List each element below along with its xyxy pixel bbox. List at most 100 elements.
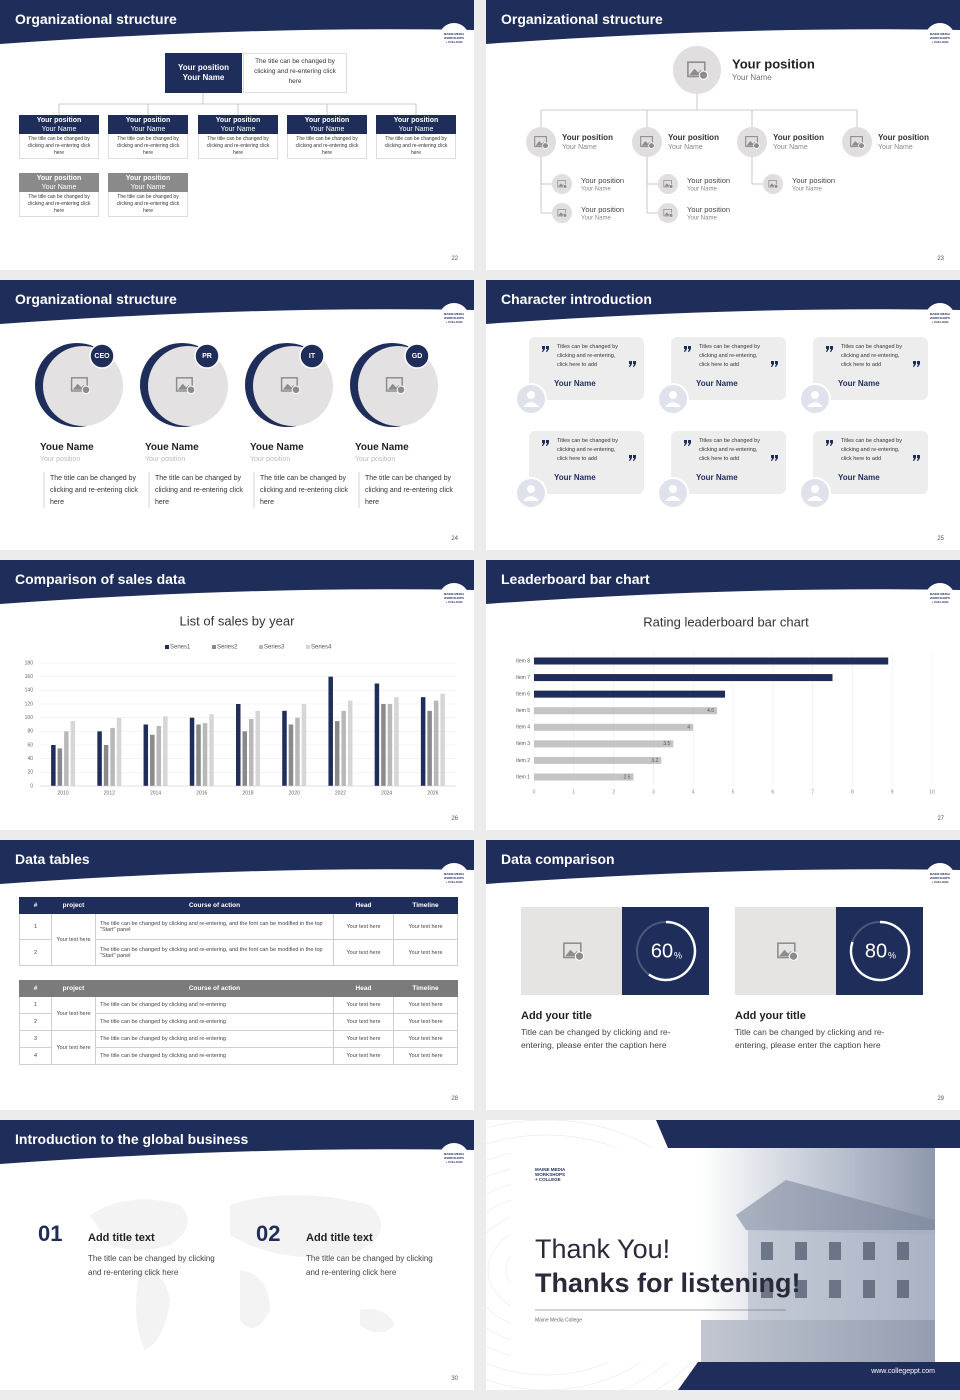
slide: MAINE MEDIA WORKSHOPS + COLLEGE List of sal… [0,560,474,830]
card-name: Your Name [41,126,77,133]
photo-circle [632,127,662,157]
header-cell: project [51,980,96,997]
logo-text: MAINE MEDIA [444,1152,465,1156]
y-tick-label: Item 1 [516,774,530,780]
card-header: Your position Your Name [108,173,188,192]
logo-text: MAINE MEDIA [930,312,951,316]
logo-text: WORKSHOPS [444,1156,464,1160]
percent-value: 60 [651,940,673,962]
bar [295,717,300,786]
cell-project: Your text here [51,1030,96,1065]
cell-head: Your text here [333,1030,394,1048]
cell-number: 3 [19,1030,52,1048]
person-name: Youe Name [250,442,304,453]
window [897,1242,909,1260]
url: www.collegeppt.com [871,1368,935,1375]
logo-text: + COLLEGE [535,1177,561,1182]
slide-title: Data tables [15,851,90,867]
cell-timeline: Your text here [393,1013,458,1031]
bar [387,704,393,786]
page-number: 29 [937,1096,944,1102]
card-name: Your Name [130,126,166,133]
image-icon [70,377,91,395]
slide: MAINE MEDIA WORKSHOPS + COLLEGE CEO PR IT GD Or… [0,280,474,550]
cell-action: The title can be changed by clicking and… [95,1047,334,1065]
quote-card [813,431,928,494]
photo-circle [763,174,783,194]
cell-head: Your text here [333,913,394,940]
legend-swatch [212,645,216,649]
data-label: 4.6 [707,708,714,714]
avatar-body [665,402,681,407]
page-number: 24 [451,536,458,542]
page-number: 23 [937,256,944,262]
x-tick-label: 4 [692,789,695,795]
x-tick-label: 2024 [381,790,392,796]
bar [196,724,201,786]
quote-text: Titles can be changed by clicking and re… [841,438,902,462]
bar [534,723,694,731]
image-icon [745,136,760,149]
logo-text: WORKSHOPS [535,1172,565,1177]
cell-timeline: Your text here [393,1047,458,1065]
data-label: 2.5 [624,774,631,780]
header-cell: Timeline [393,897,458,914]
icon-plus [81,385,91,395]
image-icon [280,377,301,395]
quote-mark [684,440,691,446]
y-tick-label: Item 2 [516,758,530,764]
bar [534,690,726,698]
item-title: Add your title [521,1010,592,1022]
person-position: Your position [250,456,291,463]
logo-text: WORKSHOPS [444,316,464,320]
data-table: # project Course of action Head Timeline 1 You… [19,980,458,1065]
item-text: Title can be changed by clicking and re-… [735,1027,885,1050]
photo-circle [552,174,572,194]
icon-frame [640,136,653,148]
image-icon [563,942,585,961]
logo-badge [439,23,469,53]
photo-circle [658,203,678,223]
icon-plus [396,385,406,395]
image-icon [663,209,674,218]
bar [328,676,333,786]
image-icon [557,209,568,218]
bar [255,710,260,786]
photo-circle [673,46,721,94]
y-tick-label: 40 [27,756,33,762]
window [795,1280,807,1298]
person-text: The title can be changed by clicking and… [260,475,348,506]
card-header: Your position Your Name [287,115,367,134]
quote-name: Your Name [838,473,880,482]
image-icon [777,942,799,961]
quote-name: Your Name [554,379,596,388]
y-tick-label: Item 5 [516,708,530,714]
photo-circle [526,127,556,157]
bottom-band [678,1362,960,1390]
icon-frame [768,180,777,188]
bar [110,727,115,786]
card-header: Your position Your Name [19,173,99,192]
logo-badge [925,303,955,333]
avatar-body [807,496,823,501]
name: Your Name [562,144,597,151]
name: Your Name [668,144,703,151]
item-text: The title can be changed by clicking and… [88,1254,215,1277]
image-icon [768,180,779,189]
bar [202,723,208,786]
page-number: 28 [451,1096,458,1102]
person-position: Your position [145,456,186,463]
card-name: Your Name [398,126,434,133]
icon-frame [850,136,863,148]
x-tick-label: 2010 [58,790,69,796]
logo-text: + COLLEGE [445,600,462,604]
avatar-head [669,391,677,399]
ring-arc [849,920,911,982]
bar [163,716,168,786]
quote-mark [542,346,549,352]
thanks-title: Thank You! [535,1234,671,1264]
slide-title: Leaderboard bar chart [501,571,650,587]
name: Your Name [792,187,822,193]
cell-action: The title can be changed by clicking and… [95,913,334,940]
